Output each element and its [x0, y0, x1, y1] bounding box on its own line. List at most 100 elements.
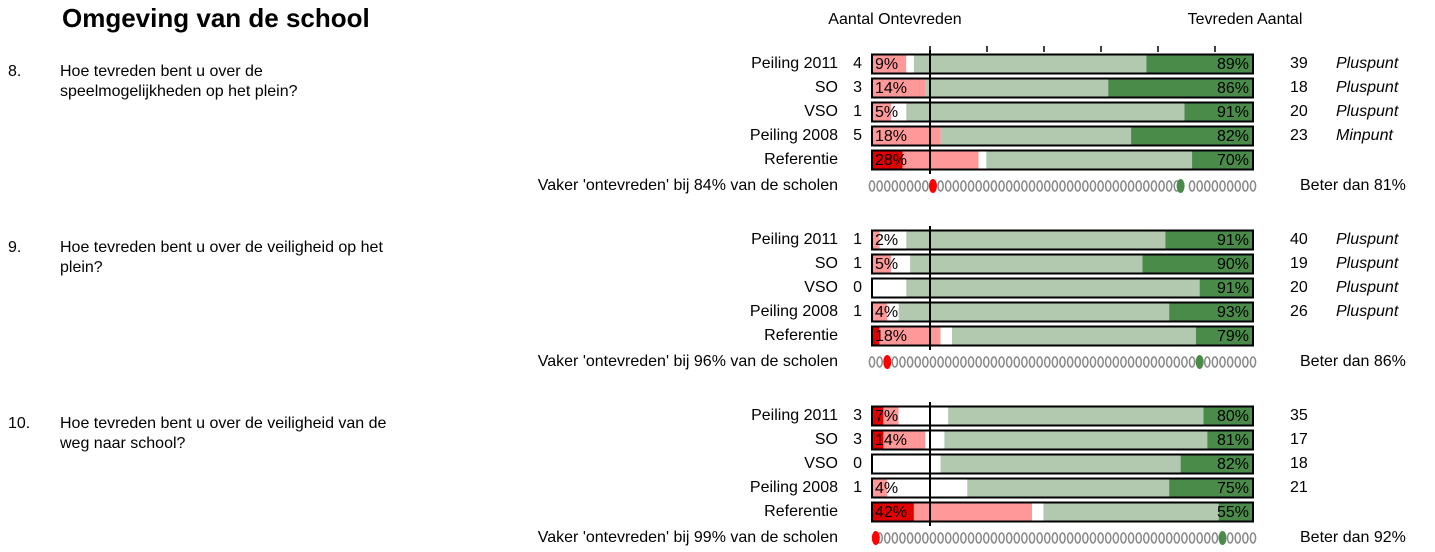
ontevreden-marker — [871, 531, 880, 545]
strip-dot — [1051, 532, 1059, 544]
strip-dot — [1135, 356, 1143, 368]
bar-segment — [872, 478, 888, 498]
ontevreden-count: 3 — [853, 79, 862, 96]
verdict: Pluspunt — [1336, 231, 1399, 248]
ontevreden-count: 0 — [853, 455, 862, 472]
strip-dot — [1112, 180, 1120, 192]
ontevreden-marker — [928, 179, 937, 193]
strip-dot — [1211, 532, 1219, 544]
ontevreden-label: 14% — [875, 80, 907, 97]
bar-segment — [1108, 78, 1253, 98]
bar-outline — [871, 477, 1254, 499]
strip-dot — [1059, 180, 1066, 192]
verdict: Minpunt — [1336, 127, 1393, 144]
tevreden-count: 17 — [1290, 431, 1308, 448]
strip-dot — [1028, 180, 1036, 192]
strip-dot — [1173, 356, 1181, 368]
tevreden-label: 86% — [1217, 80, 1249, 97]
strip-dot — [929, 532, 937, 544]
header-left: Aantal Ontevreden — [828, 11, 961, 28]
strip-dot — [1188, 180, 1196, 192]
bar-outline — [871, 405, 1254, 427]
strip-dot — [1036, 532, 1043, 544]
strip-dot — [967, 532, 975, 544]
bar-segment — [1199, 278, 1253, 298]
bar-segment — [910, 254, 1143, 274]
strip-dot — [1097, 180, 1104, 192]
ontevreden-marker — [883, 355, 892, 369]
strip-dot — [1150, 180, 1158, 192]
strip-dot — [1203, 532, 1211, 544]
strip-dot — [1165, 356, 1173, 368]
row-label: Peiling 2008 — [750, 479, 838, 496]
strip-dot — [1059, 356, 1066, 368]
tevreden-count: 18 — [1290, 79, 1308, 96]
strip-dot — [1089, 532, 1097, 544]
strip-dot — [967, 356, 975, 368]
bar-segment — [1192, 150, 1253, 170]
strip-dot — [1173, 532, 1181, 544]
strip-dot — [1226, 532, 1234, 544]
strip-dot — [975, 532, 983, 544]
strip-dot — [1150, 356, 1158, 368]
strip-dot — [1165, 532, 1173, 544]
bar-segment — [1043, 502, 1219, 522]
strip-dot — [1066, 356, 1074, 368]
bar-segment — [906, 54, 914, 74]
strip-dot — [1112, 532, 1120, 544]
strip-dot — [975, 356, 983, 368]
bar-segment — [898, 302, 1170, 322]
strip-dot — [1043, 532, 1051, 544]
strip-dot — [899, 532, 906, 544]
strip-dot — [982, 532, 990, 544]
strip-dot — [914, 180, 922, 192]
strip-dot — [1082, 180, 1089, 192]
strip-dot — [952, 180, 960, 192]
row-label: VSO — [804, 103, 838, 120]
strip-dot — [1013, 532, 1021, 544]
strip-dot — [1219, 356, 1226, 368]
bar-segment — [978, 150, 987, 170]
strip-dot — [1059, 532, 1066, 544]
ontevreden-label: 42% — [875, 504, 907, 521]
bar-segment — [944, 430, 1208, 450]
strip-dot — [891, 180, 899, 192]
bar-outline — [871, 101, 1254, 123]
bar-segment — [1180, 454, 1253, 474]
strip-dot — [1142, 356, 1150, 368]
strip-dot — [883, 180, 891, 192]
strip-dot — [1043, 356, 1051, 368]
row-label: Peiling 2011 — [751, 55, 838, 72]
strip-dot — [899, 356, 906, 368]
beter-marker — [1195, 355, 1204, 369]
strip-dot — [975, 180, 983, 192]
tevreden-count: 19 — [1290, 255, 1308, 272]
tevreden-count: 20 — [1290, 279, 1308, 296]
tevreden-label: 91% — [1217, 104, 1249, 121]
strip-dot — [1089, 180, 1097, 192]
verdict: Pluspunt — [1336, 103, 1399, 120]
strip-dot — [868, 356, 876, 368]
strip-dot — [1181, 532, 1188, 544]
bar-segment — [925, 78, 1109, 98]
bar-segment — [913, 54, 1147, 74]
bar-segment — [925, 430, 945, 450]
tevreden-label: 82% — [1217, 456, 1249, 473]
bar-segment — [872, 278, 907, 298]
bar-segment — [948, 406, 1204, 426]
bar-segment — [898, 406, 949, 426]
bar-outline — [871, 53, 1254, 75]
bar-segment — [872, 78, 926, 98]
strip-dot — [876, 356, 883, 368]
strip-dot — [952, 532, 960, 544]
bar-outline — [871, 125, 1254, 147]
strip-dot — [960, 532, 967, 544]
strip-dot — [937, 532, 944, 544]
verdict: Pluspunt — [1336, 255, 1399, 272]
strip-dot — [1165, 180, 1173, 192]
bar-segment — [872, 230, 880, 250]
strip-dot — [1013, 356, 1021, 368]
tevreden-label: 55% — [1217, 504, 1249, 521]
bar-segment — [906, 278, 1200, 298]
strip-dot — [944, 180, 952, 192]
